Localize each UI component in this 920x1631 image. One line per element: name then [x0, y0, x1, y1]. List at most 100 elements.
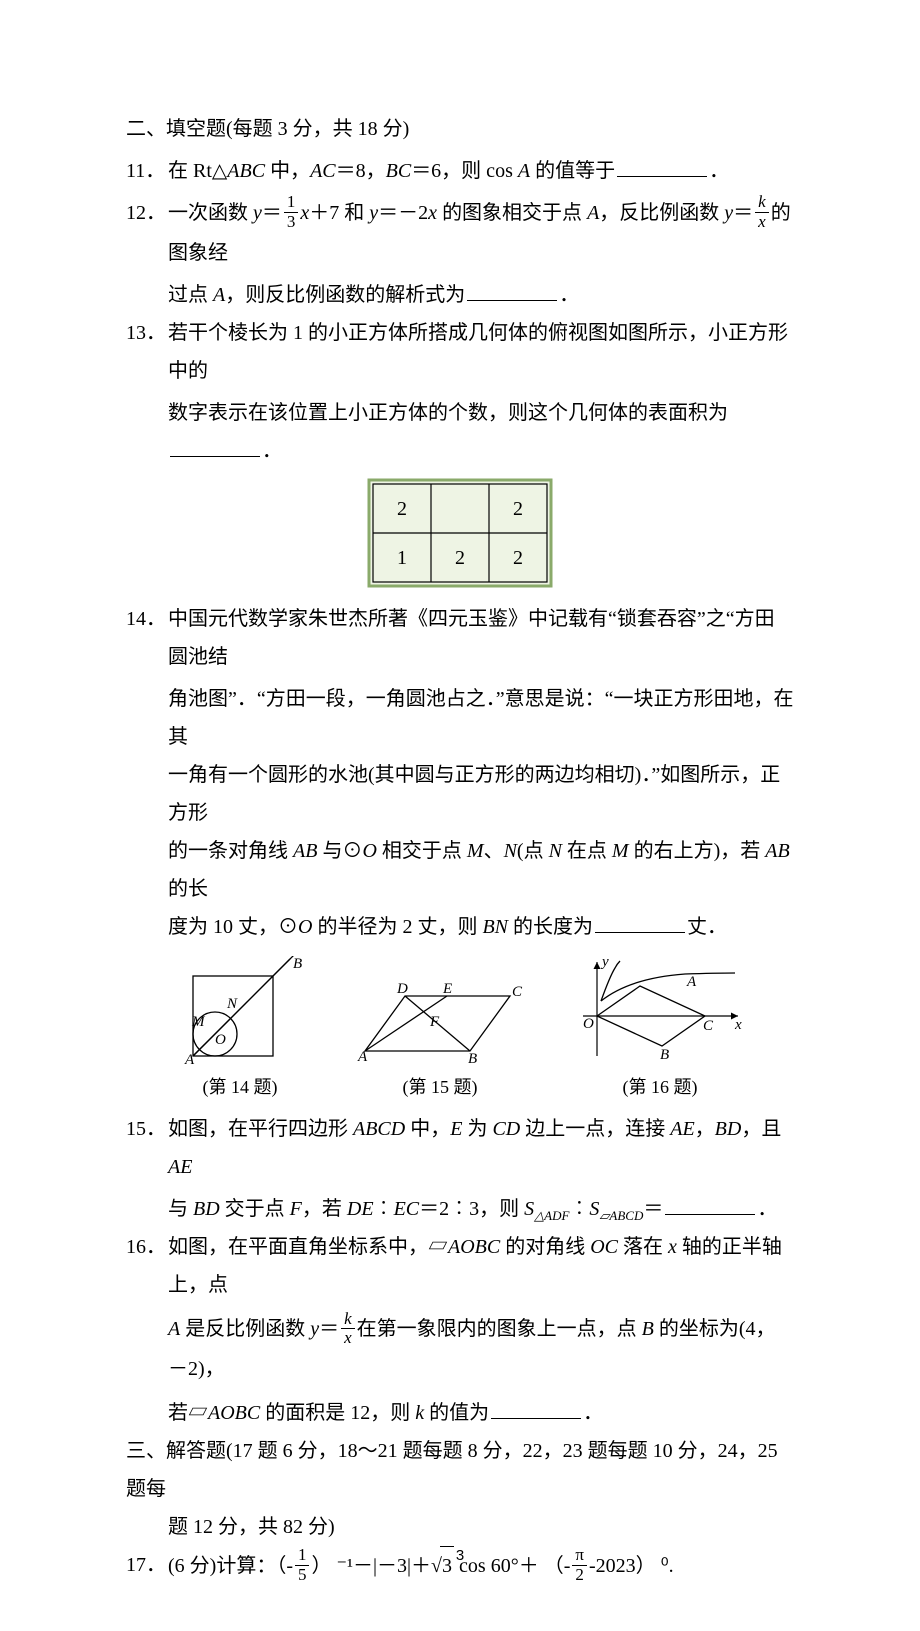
question-number: 14． — [126, 600, 168, 638]
text: ． — [559, 284, 579, 306]
figure-row: A B M N O (第 14 题) A B C D E — [126, 956, 794, 1104]
var: y — [310, 1318, 319, 1340]
top-view-table: 2 2 1 2 2 — [367, 478, 553, 588]
text: 的对角线 — [500, 1236, 590, 1258]
var: DE — [347, 1198, 374, 1220]
var: y — [253, 202, 262, 224]
var: O — [362, 840, 376, 862]
text: 在点 — [562, 840, 612, 862]
question-body: 如图，在平行四边形 ABCD 中，E 为 CD 边上一点，连接 AE，BD，且 … — [168, 1110, 794, 1186]
var: ABCD — [353, 1118, 405, 1140]
cell: 2 — [397, 498, 407, 520]
question-13-cont: 数字表示在该位置上小正方体的个数，则这个几何体的表面积为． — [126, 394, 794, 470]
text: 如图，在平面直角坐标系中，▱ — [168, 1236, 448, 1258]
q14-l3: 一角有一个圆形的水池(其中圆与正方形的两边均相切)．”如图所示，正方形 — [126, 756, 794, 832]
text: ＝－2 — [378, 202, 428, 224]
text: ＝6，则 cos — [411, 160, 518, 182]
text: ， — [695, 1118, 715, 1140]
text: 丈． — [687, 916, 727, 938]
text: ＋7 和 — [309, 202, 369, 224]
text: 的图象相交于点 — [437, 202, 587, 224]
fig16-svg: O A C B x y — [575, 956, 745, 1066]
numerator: 1 — [284, 193, 299, 213]
text: 边上一点，连接 — [520, 1118, 670, 1140]
text: 的值为 — [424, 1402, 489, 1424]
text: 与 — [168, 1198, 193, 1220]
var: AB — [293, 840, 317, 862]
q16-l2: A 是反比例函数 y＝kx在第一象限内的图象上一点，点 B 的坐标为(4，－2)… — [126, 1310, 794, 1388]
text: 的一条对角线 — [168, 840, 293, 862]
var: AC — [310, 160, 336, 182]
text: 的长 — [168, 878, 208, 900]
cell: 2 — [513, 498, 523, 520]
var: k — [415, 1402, 424, 1424]
question-body: 若干个棱长为 1 的小正方体所搭成几何体的俯视图如图所示，小正方形中的 — [168, 314, 794, 390]
fraction: kx — [341, 1310, 355, 1348]
text: 的长度为 — [508, 916, 593, 938]
label: F — [429, 1014, 440, 1030]
blank — [617, 156, 707, 177]
question-16: 16． 如图，在平面直角坐标系中，▱AOBC 的对角线 OC 落在 x 轴的正半… — [126, 1228, 794, 1304]
question-14: 14． 中国元代数学家朱世杰所著《四元玉鉴》中记载有“锁套吞容”之“方田圆池结 — [126, 600, 794, 676]
var: CD — [492, 1118, 520, 1140]
figure-16: O A C B x y (第 16 题) — [575, 956, 745, 1104]
question-body: 一次函数 y＝13x＋7 和 y＝－2x 的图象相交于点 A，反比例函数 y＝k… — [168, 194, 794, 272]
blank — [665, 1194, 755, 1215]
text: 三、解答题(17 题 6 分，18～21 题每题 8 分，22，23 题每题 1… — [126, 1440, 778, 1500]
question-number: 12． — [126, 194, 168, 232]
q14-l2: 角池图”．“方田一段，一角圆池占之．”意思是说：“一块正方形田地，在其 — [126, 680, 794, 756]
var: BD — [193, 1198, 220, 1220]
var: M — [612, 840, 629, 862]
cell: 1 — [397, 547, 407, 569]
question-number: 11． — [126, 152, 168, 190]
text: 相交于点 — [377, 840, 467, 862]
page-number: 3 — [0, 1542, 920, 1571]
var: BN — [482, 916, 508, 938]
denominator: x — [341, 1329, 355, 1348]
text: ＝8， — [336, 160, 386, 182]
figure-14: A B M N O (第 14 题) — [175, 956, 305, 1104]
cell: 2 — [513, 547, 523, 569]
text: ，则反比例函数的解析式为 — [225, 284, 465, 306]
var: E — [450, 1118, 462, 1140]
section-3-cont: 题 12 分，共 82 分) — [126, 1508, 794, 1546]
var: S — [589, 1198, 599, 1220]
document-page: 二、填空题(每题 3 分，共 18 分) 11． 在 Rt△ABC 中，AC＝8… — [0, 0, 920, 1631]
q15-l2: 与 BD 交于点 F，若 DE︰EC＝2︰3，则 S△ADF︰S▱ABCD＝． — [126, 1190, 794, 1229]
text: 交于点 — [220, 1198, 290, 1220]
q14-l5: 度为 10 丈，⊙O 的半径为 2 丈，则 BN 的长度为丈． — [126, 908, 794, 946]
text: 落在 — [618, 1236, 668, 1258]
text: ． — [583, 1402, 603, 1424]
q14-l4: 的一条对角线 AB 与⊙O 相交于点 M、N(点 N 在点 M 的右上方)，若 … — [126, 832, 794, 908]
fig14-svg: A B M N O — [175, 956, 305, 1066]
text: 若▱ — [168, 1402, 208, 1424]
var: A — [587, 202, 599, 224]
denominator: 3 — [284, 213, 299, 232]
var: S — [524, 1198, 534, 1220]
caption: (第 14 题) — [203, 1070, 278, 1104]
text: 过点 — [168, 284, 213, 306]
text: ︰ — [569, 1198, 589, 1220]
label: x — [734, 1017, 742, 1033]
text: 的半径为 2 丈，则 — [312, 916, 482, 938]
var: AE — [670, 1118, 694, 1140]
label: M — [191, 1014, 206, 1030]
q16-l3: 若▱AOBC 的面积是 12，则 k 的值为． — [126, 1394, 794, 1432]
var: x — [668, 1236, 677, 1258]
text: 数字表示在该位置上小正方体的个数，则这个几何体的表面积为 — [168, 402, 728, 424]
fig15-svg: A B C D E F — [355, 976, 525, 1066]
label: A — [357, 1049, 368, 1065]
var: A — [168, 1318, 180, 1340]
label: y — [600, 956, 609, 970]
label: C — [512, 984, 523, 1000]
text: ＝ — [319, 1318, 339, 1340]
text: ，若 — [302, 1198, 347, 1220]
text: 为 — [462, 1118, 492, 1140]
label: B — [293, 956, 302, 972]
subscript: ▱ABCD — [599, 1208, 643, 1223]
label: E — [442, 981, 452, 997]
text: 在 Rt△ — [168, 160, 227, 182]
text: ＝ — [643, 1198, 663, 1220]
text: 在第一象限内的图象上一点，点 — [357, 1318, 642, 1340]
question-number: 16． — [126, 1228, 168, 1266]
